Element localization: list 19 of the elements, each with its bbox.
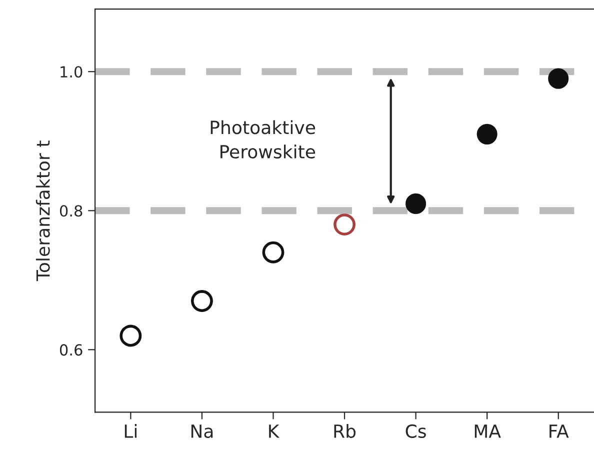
x-tick-label: Na xyxy=(191,424,213,438)
y-tick-label: 0.6 xyxy=(60,344,82,356)
point xyxy=(548,68,569,89)
x-tick-label: Cs xyxy=(406,424,426,438)
point xyxy=(406,193,426,214)
x-tick-label: MA xyxy=(474,424,501,438)
annotation: Photoaktive Perowskite xyxy=(210,120,316,159)
point xyxy=(191,290,213,312)
x-tick-label: Rb xyxy=(334,424,356,438)
point xyxy=(334,214,356,236)
point xyxy=(262,241,284,264)
x-tick-label: K xyxy=(269,424,280,438)
y-tick-label: 1.0 xyxy=(60,66,82,78)
point xyxy=(476,124,498,144)
y-axis-title: Toleranzfaktor t xyxy=(36,140,50,282)
x-tick-label: Li xyxy=(124,424,137,438)
point xyxy=(120,324,142,347)
x-tick-label: FA xyxy=(550,424,569,438)
y-tick-label: 0.8 xyxy=(60,205,82,217)
